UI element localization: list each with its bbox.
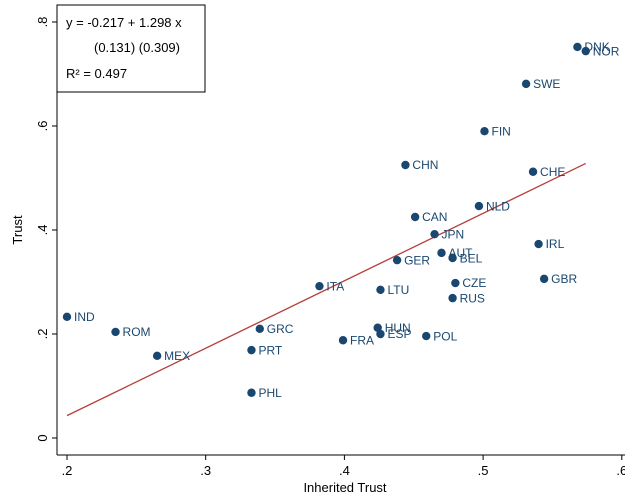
- point: [111, 327, 120, 337]
- point-label: NLD: [486, 199, 510, 213]
- point-label: ITA: [326, 279, 344, 293]
- point-label: CHE: [540, 165, 565, 179]
- point-label: GRC: [267, 322, 294, 336]
- point-label: FRA: [350, 333, 374, 347]
- equation: y = -0.217 + 1.298 x: [66, 15, 182, 30]
- point: [152, 351, 162, 361]
- point-label: DNK: [584, 40, 609, 54]
- point: [448, 253, 457, 263]
- x-tick-label: .4: [339, 463, 350, 478]
- point: [451, 278, 460, 288]
- point-label: CAN: [422, 210, 447, 224]
- point-label: IND: [74, 310, 95, 324]
- point: [247, 388, 256, 397]
- x-tick-label: .5: [478, 463, 489, 478]
- point-label: PHL: [258, 386, 282, 400]
- standard-errors: (0.131) (0.309): [94, 40, 180, 55]
- point: [528, 167, 538, 176]
- point-label: IRL: [546, 237, 565, 251]
- point: [62, 312, 72, 322]
- point-label: NOR: [593, 44, 620, 58]
- x-axis-title: Inherited Trust: [303, 480, 386, 495]
- y-tick-label: .4: [35, 225, 50, 236]
- y-tick-label: .6: [35, 121, 50, 132]
- point-label: CHN: [412, 158, 438, 172]
- point: [534, 239, 543, 249]
- point-label: SWE: [533, 77, 560, 91]
- point: [422, 331, 431, 341]
- point-label: ESP: [387, 327, 411, 341]
- point-label: JPN: [442, 227, 465, 241]
- point-label: CZE: [462, 276, 486, 290]
- x-tick-label: .2: [62, 463, 73, 478]
- y-tick-label: 0: [35, 434, 50, 441]
- point: [392, 255, 402, 265]
- point-label: HUN: [385, 321, 411, 335]
- y-tick-label: .2: [35, 329, 50, 340]
- point: [410, 212, 420, 222]
- y-axis-title: Trust: [10, 215, 25, 245]
- point: [448, 293, 457, 303]
- x-tick-label: .6: [616, 463, 625, 478]
- point-label: MEX: [164, 349, 190, 363]
- point: [573, 42, 582, 52]
- x-tick-label: .3: [200, 463, 211, 478]
- point-label: ROM: [123, 325, 151, 339]
- point: [247, 345, 256, 355]
- point: [338, 336, 348, 345]
- point-label: FIN: [491, 124, 510, 138]
- point-label: LTU: [387, 283, 409, 297]
- point: [480, 127, 489, 136]
- point: [521, 79, 531, 89]
- point: [376, 329, 385, 339]
- annotation-box: [56, 4, 206, 93]
- point: [401, 160, 410, 170]
- point-label: GBR: [551, 272, 577, 286]
- point-label: RUS: [460, 291, 485, 305]
- point-label: POL: [433, 329, 457, 343]
- point: [437, 248, 446, 258]
- point: [474, 201, 484, 211]
- point: [376, 285, 385, 294]
- point-label: GER: [404, 253, 430, 267]
- point-label: BEL: [460, 251, 483, 265]
- point: [255, 324, 264, 333]
- point: [581, 46, 590, 56]
- r-squared: R² = 0.497: [66, 66, 127, 81]
- y-tick-label: .8: [35, 17, 50, 28]
- fit-line: [66, 162, 587, 417]
- point: [539, 274, 549, 284]
- point-label: PRT: [258, 343, 282, 357]
- point: [430, 229, 439, 239]
- point: [315, 281, 324, 291]
